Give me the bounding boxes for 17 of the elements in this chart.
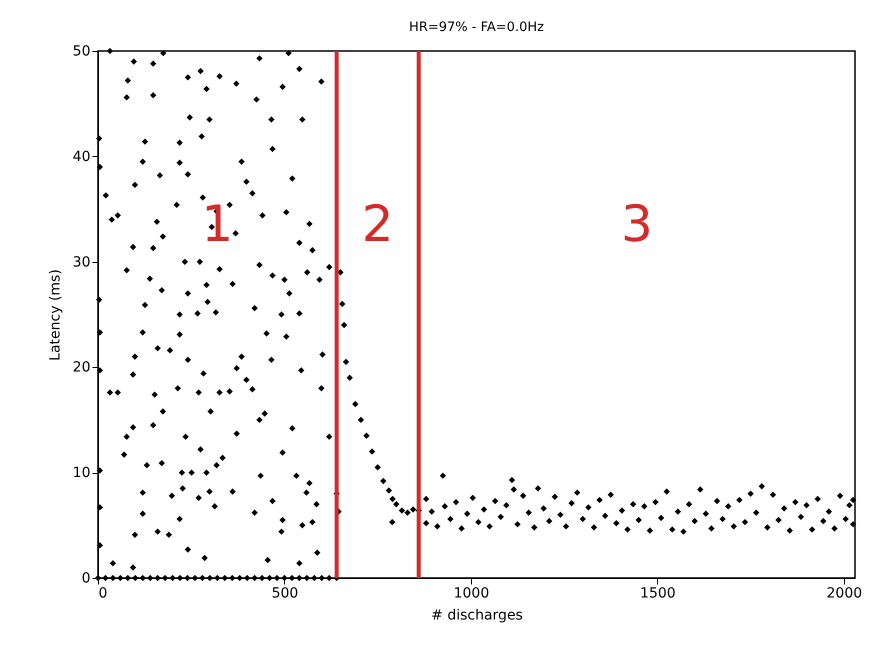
- x-tick-label: 1500: [640, 586, 676, 602]
- y-tick-label: 40: [72, 148, 90, 165]
- y-axis-title: Latency (ms): [48, 269, 64, 361]
- annotation: 3: [620, 195, 653, 253]
- x-axis-title: # discharges: [431, 608, 523, 624]
- x-tick-label: 0: [98, 586, 108, 602]
- y-tick-label: 0: [82, 570, 90, 586]
- annotation: 2: [362, 195, 394, 253]
- y-tick-label: 30: [72, 254, 90, 270]
- x-tick-label: 500: [272, 586, 298, 602]
- y-tick-label: 20: [72, 360, 90, 376]
- x-tick-label: 1000: [454, 586, 490, 602]
- y-tick-label: 10: [72, 465, 90, 482]
- chart-title: HR=97% - FA=0.0Hz: [409, 20, 544, 35]
- y-tick-label: 50: [72, 44, 90, 60]
- annotation: 1: [201, 195, 234, 253]
- x-tick-label: 2000: [826, 586, 862, 602]
